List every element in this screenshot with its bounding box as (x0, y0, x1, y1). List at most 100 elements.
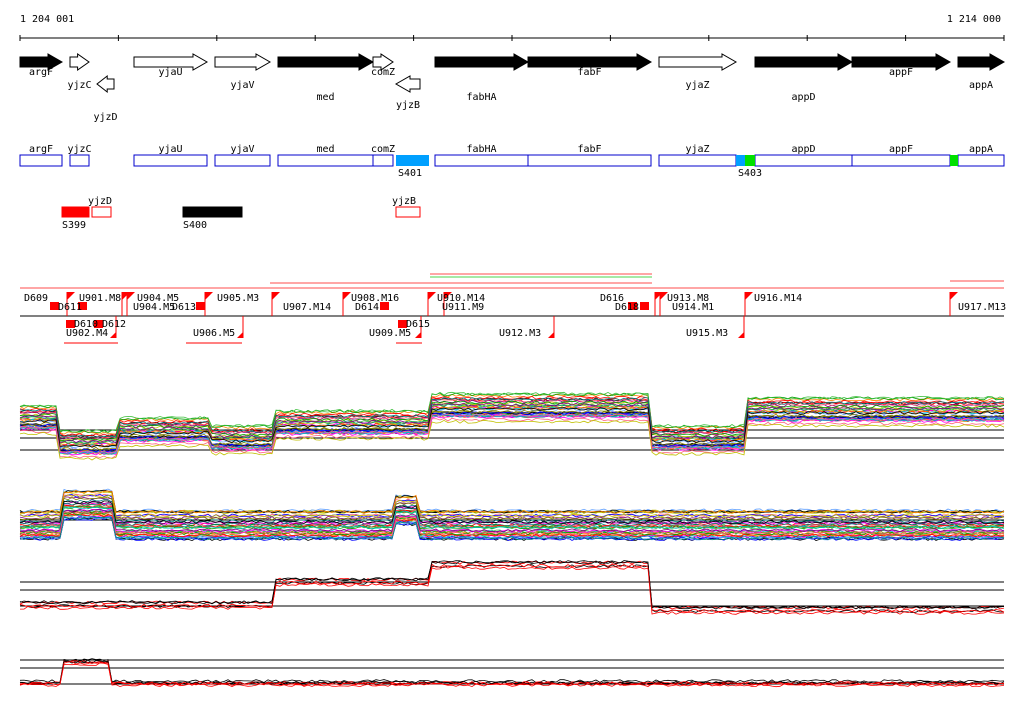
gene-arrow-shape (96, 74, 115, 94)
expression-series-line (19, 490, 1005, 514)
expression-series-line (19, 493, 1005, 518)
gene-box-label: comZ (371, 144, 395, 155)
gene-box-yjaU: yjaU (133, 144, 208, 167)
gene-label: yjzC (67, 80, 91, 91)
expression-series-line (19, 413, 1004, 454)
gene-label: comZ (371, 67, 395, 78)
segment-track: S399 yjzD S400 yjzB (61, 196, 421, 231)
gene-box-label: appA (969, 144, 993, 155)
tu-label: U907.M14 (283, 302, 331, 313)
expression-series-line (19, 397, 1005, 438)
expression-series-line (19, 563, 1005, 613)
expression-series-line (19, 411, 1005, 452)
segment-plus-rect (396, 155, 429, 166)
gene-box-fabF: fabF (527, 144, 652, 167)
tu-red-block (50, 302, 59, 310)
gene-arrow-shape (133, 53, 209, 71)
tu-label: U915.M3 (686, 328, 728, 339)
tu-label: D618 (615, 302, 639, 313)
gene-label: yjaU (158, 67, 182, 78)
gene-box-track: argF yjzC yjaU yjaV med comZ fabHA fabF yjaZ appD… (19, 144, 1005, 179)
gene-yjzC: yjzC (67, 53, 92, 91)
expression-series-line (19, 511, 1005, 536)
gene-yjzD: yjzD (93, 74, 118, 123)
tu-label: U913.M8 (667, 293, 709, 304)
gene-box-rect (957, 154, 1005, 167)
tu-label: D609 (24, 293, 48, 304)
gene-box-yjzC: yjzC (67, 144, 92, 167)
gene-arrow-shape (394, 75, 421, 93)
gene-arrow-shape (434, 53, 530, 71)
gene-appA: appA (957, 53, 1006, 91)
expression-series-line (19, 661, 1005, 686)
gene-label: appF (889, 67, 913, 78)
segment-minus-label: yjzD (88, 196, 112, 207)
tu-label: U908.M16 (351, 293, 399, 304)
gene-box-label: yjaU (158, 144, 182, 155)
gene-box-appD: appD (754, 144, 853, 167)
segment-plus-rect (950, 155, 958, 166)
tu-flag-icon (660, 292, 668, 300)
gene-box-label: yjzC (67, 144, 91, 155)
gene-box-label: yjaZ (685, 144, 709, 155)
gene-box-label: fabHA (466, 144, 496, 155)
gene-yjaZ: yjaZ (658, 53, 738, 91)
gene-arrow-shape (658, 53, 738, 71)
segment-minus-label: S399 (62, 220, 86, 231)
expression-series-line (19, 493, 1005, 518)
tu-red-block (78, 302, 87, 310)
expression-series-line (19, 505, 1005, 530)
expression-profile-4 (19, 658, 1005, 688)
tu-flag-icon (127, 292, 135, 300)
gene-box-rect (527, 154, 652, 167)
tu-flag-icon (950, 292, 958, 300)
expression-series-line (19, 500, 1005, 525)
gene-yjaV: yjaV (214, 53, 272, 91)
gene-label: argF (29, 67, 53, 78)
tu-red-block (66, 320, 75, 328)
expression-series-line (19, 395, 1005, 437)
tu-flag-icon (343, 292, 351, 300)
expression-profile-1 (19, 391, 1005, 461)
tu-end-flag-icon (110, 332, 116, 338)
gene-label: fabF (577, 67, 601, 78)
segment-minus-rect (91, 206, 112, 218)
expression-series-line (19, 419, 1005, 461)
expression-series-line (19, 516, 1005, 541)
gene-arrow-shape (527, 53, 653, 71)
gene-box-rect (214, 154, 271, 167)
segment-plus: S403 (736, 155, 762, 179)
tu-flag-icon (67, 292, 75, 300)
expression-tracks (19, 391, 1005, 688)
gene-box-label: appF (889, 144, 913, 155)
gene-arrow-shape (214, 53, 272, 71)
gene-box-label: fabF (577, 144, 601, 155)
tu-red-block (94, 320, 103, 328)
tu-flag-icon (428, 292, 436, 300)
tu-red-block (398, 320, 407, 328)
gene-fabHA: fabHA (434, 53, 530, 103)
tu-label: D613 (172, 302, 196, 313)
tu-red-block (196, 302, 205, 310)
gene-box-rect (434, 154, 529, 167)
expression-series-line (19, 500, 1004, 525)
tu-label: U910.M14 (437, 293, 485, 304)
expression-series-line (19, 493, 1005, 518)
tu-label: U904.M5 (133, 302, 175, 313)
segment-plus-label: S401 (398, 168, 422, 179)
tu-label: D614 (355, 302, 379, 313)
gene-box-yjaV: yjaV (214, 144, 271, 167)
gene-yjzB: yjzB (394, 75, 421, 111)
tu-label: U911.M9 (442, 302, 484, 313)
tu-label: U902.M4 (66, 328, 108, 339)
tu-label: U901.M8 (79, 293, 121, 304)
tu-flag-icon (272, 292, 280, 300)
gene-box-label: yjaV (230, 144, 254, 155)
segment-minus-label: yjzB (392, 196, 416, 207)
expression-series-line (19, 391, 1005, 433)
gene-appD: appD (754, 53, 854, 103)
segment-minus-rect (395, 206, 421, 218)
gene-box-appF: appF (851, 144, 951, 167)
gene-label: yjzD (93, 112, 117, 123)
